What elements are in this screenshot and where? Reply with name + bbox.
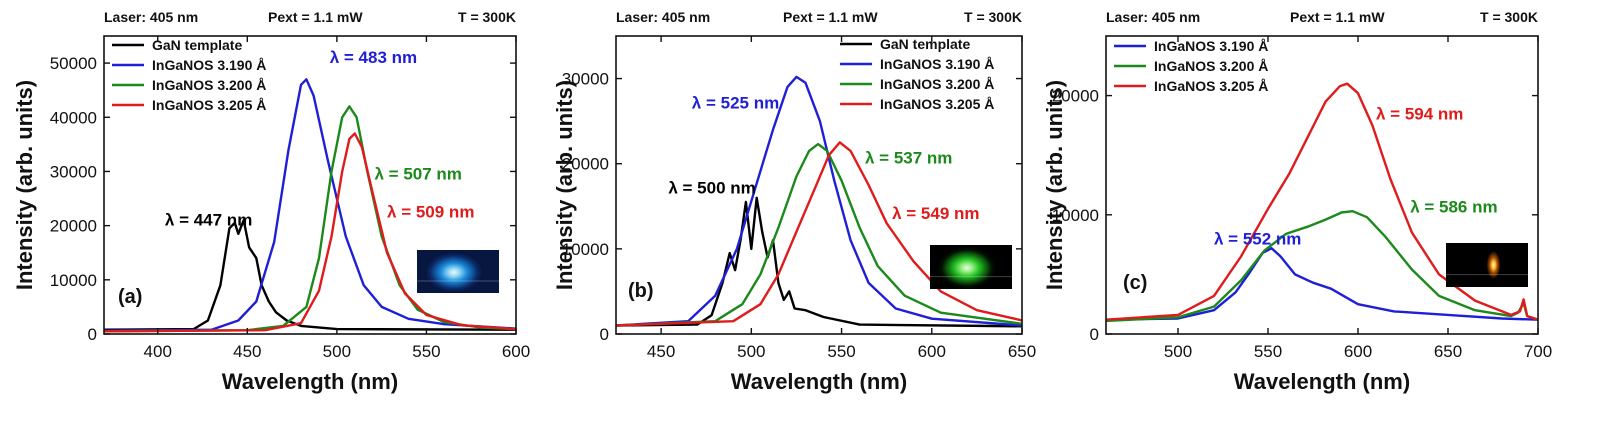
y-tick-label: 0 xyxy=(88,325,97,344)
y-tick-label: 10000 xyxy=(1052,206,1099,225)
plot-frame xyxy=(103,35,517,335)
plot-frame xyxy=(1105,35,1539,335)
legend-label: InGaNOS 3.190 Å xyxy=(1154,38,1268,54)
x-tick-label: 600 xyxy=(1344,342,1372,361)
x-tick-label: 550 xyxy=(1254,342,1282,361)
peak-annotation: λ = 500 nm xyxy=(668,179,755,198)
y-tick-label: 20000 xyxy=(50,217,97,236)
y-tick-label: 0 xyxy=(600,325,609,344)
peak-annotation: λ = 447 nm xyxy=(165,211,252,230)
x-axis-label: Wavelength (nm) xyxy=(731,369,907,394)
legend-label: InGaNOS 3.205 Å xyxy=(1154,78,1268,94)
peak-annotation: λ = 586 nm xyxy=(1410,197,1497,216)
series-line-0 xyxy=(1106,247,1538,321)
series-line-1 xyxy=(104,78,516,332)
x-tick-label: 500 xyxy=(323,342,351,361)
y-tick-label: 10000 xyxy=(562,240,609,259)
panel-label: (b) xyxy=(628,280,654,302)
series-line-3 xyxy=(616,141,1022,327)
series-line-0 xyxy=(104,219,516,331)
x-axis-label: Wavelength (nm) xyxy=(222,369,398,394)
inset-emission-photo xyxy=(930,245,1012,289)
y-tick-label: 30000 xyxy=(562,70,609,89)
panel-label: (a) xyxy=(118,286,142,308)
peak-annotation: λ = 537 nm xyxy=(865,149,952,168)
panel-b: Laser: 405 nm Pext = 1.1 mW T = 300K 450 500… xyxy=(552,9,1036,394)
x-tick-label: 550 xyxy=(412,342,440,361)
y-tick-label: 40000 xyxy=(50,108,97,127)
y-tick-label: 0 xyxy=(1090,325,1099,344)
x-tick-label: 600 xyxy=(502,342,530,361)
series-line-3 xyxy=(104,132,516,333)
legend-label: InGaNOS 3.205 Å xyxy=(880,96,994,112)
panel-label: (c) xyxy=(1123,272,1147,294)
panel-c: Laser: 405 nm Pext = 1.1 mW T = 300K 500 550… xyxy=(1042,9,1552,394)
inset-emission-photo xyxy=(417,250,499,293)
inset-emission-photo xyxy=(1446,243,1528,287)
peak-annotation: λ = 594 nm xyxy=(1376,104,1463,123)
header-laser: Laser: 405 nm xyxy=(616,9,710,25)
y-tick-label: 10000 xyxy=(50,271,97,290)
peak-annotation: λ = 525 nm xyxy=(692,93,779,112)
x-tick-label: 650 xyxy=(1434,342,1462,361)
x-axis-label: Wavelength (nm) xyxy=(1234,369,1410,394)
header-pext: Pext = 1.1 mW xyxy=(1290,9,1385,25)
series-line-2 xyxy=(1106,82,1538,321)
series-line-1 xyxy=(616,75,1022,327)
x-tick-label: 550 xyxy=(827,342,855,361)
legend-label: InGaNOS 3.205 Å xyxy=(152,97,266,113)
y-tick-label: 50000 xyxy=(50,54,97,73)
peak-annotation: λ = 483 nm xyxy=(330,48,417,67)
y-axis-label: Intensity (arb. units) xyxy=(1042,80,1067,290)
x-tick-label: 500 xyxy=(1164,342,1192,361)
legend-label: GaN template xyxy=(880,36,970,52)
legend-label: InGaNOS 3.190 Å xyxy=(152,57,266,73)
legend-label: InGaNOS 3.200 Å xyxy=(880,76,994,92)
x-tick-label: 600 xyxy=(918,342,946,361)
peak-annotation: λ = 509 nm xyxy=(387,203,474,222)
series-line-2 xyxy=(616,142,1022,327)
x-tick-label: 450 xyxy=(233,342,261,361)
plot-frame xyxy=(615,35,1023,335)
x-tick-label: 650 xyxy=(1008,342,1036,361)
y-axis-label: Intensity (arb. units) xyxy=(552,80,577,290)
x-tick-label: 400 xyxy=(144,342,172,361)
x-tick-label: 700 xyxy=(1524,342,1552,361)
header-pext: Pext = 1.1 mW xyxy=(783,9,878,25)
peak-annotation: λ = 552 nm xyxy=(1214,230,1301,249)
inset-glow-spot xyxy=(1486,251,1501,279)
header-temp: T = 300K xyxy=(458,9,516,25)
x-tick-label: 500 xyxy=(737,342,765,361)
peak-annotation: λ = 549 nm xyxy=(892,204,979,223)
legend-label: InGaNOS 3.200 Å xyxy=(152,77,266,93)
header-laser: Laser: 405 nm xyxy=(104,9,198,25)
y-tick-label: 20000 xyxy=(562,155,609,174)
peak-annotation: λ = 507 nm xyxy=(374,165,461,184)
header-temp: T = 300K xyxy=(964,9,1022,25)
legend-label: GaN template xyxy=(152,37,242,53)
y-tick-label: 20000 xyxy=(1052,87,1099,106)
header-laser: Laser: 405 nm xyxy=(1106,9,1200,25)
inset-glow-spot xyxy=(937,246,997,289)
legend-label: InGaNOS 3.190 Å xyxy=(880,56,994,72)
y-axis-label: Intensity (arb. units) xyxy=(12,80,37,290)
header-temp: T = 300K xyxy=(1480,9,1538,25)
inset-glow-spot xyxy=(424,251,484,293)
y-tick-label: 30000 xyxy=(50,162,97,181)
x-tick-label: 450 xyxy=(647,342,675,361)
panel-a: Laser: 405 nm Pext = 1.1 mW T = 300K 400 450… xyxy=(12,9,530,394)
legend-label: InGaNOS 3.200 Å xyxy=(1154,58,1268,74)
header-pext: Pext = 1.1 mW xyxy=(268,9,363,25)
